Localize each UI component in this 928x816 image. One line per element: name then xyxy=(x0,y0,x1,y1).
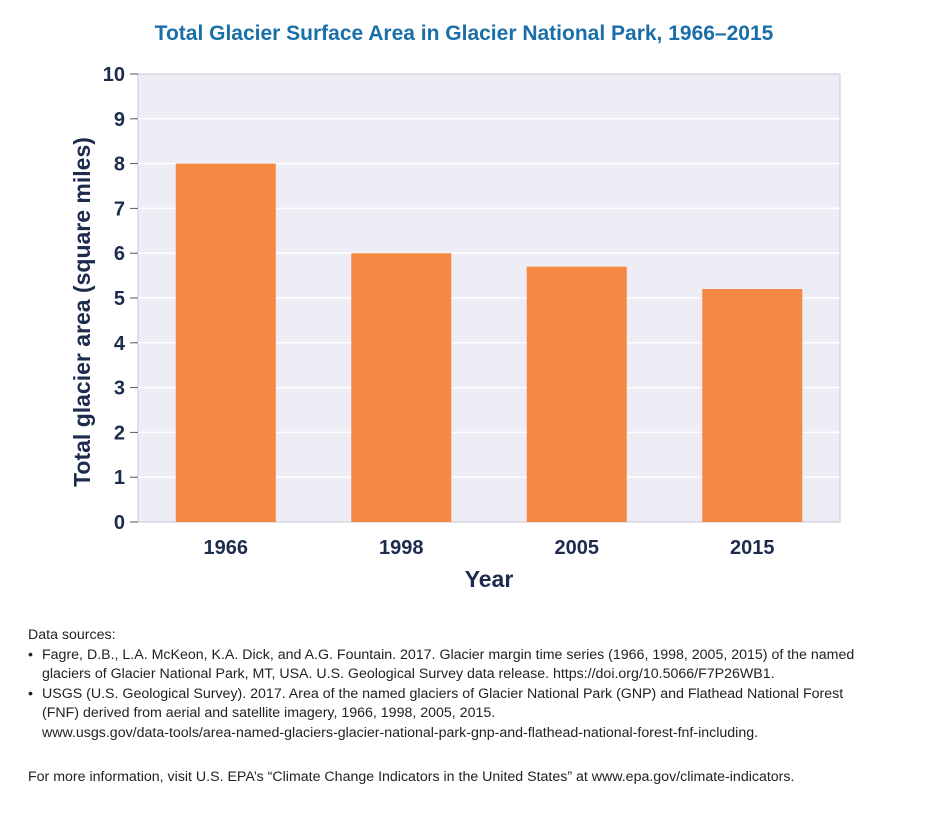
y-tick-label: 0 xyxy=(114,512,125,534)
y-tick-label: 8 xyxy=(114,154,125,176)
source-line: USGS (U.S. Geological Survey). 2017. Are… xyxy=(42,685,844,702)
y-tick-label: 2 xyxy=(114,422,125,444)
source-item: • Fagre, D.B., L.A. McKeon, K.A. Dick, a… xyxy=(28,646,908,685)
bar xyxy=(526,266,627,522)
x-tick-label: 2005 xyxy=(555,537,600,559)
source-line: Fagre, D.B., L.A. McKeon, K.A. Dick, and… xyxy=(42,646,855,663)
data-sources: Data sources: • Fagre, D.B., L.A. McKeon… xyxy=(28,626,908,743)
y-tick-label: 6 xyxy=(114,243,125,265)
y-tick-label: 9 xyxy=(114,109,125,131)
source-line: glaciers of Glacier National Park, MT, U… xyxy=(42,666,775,682)
x-axis-title: Year xyxy=(465,566,514,592)
y-tick-label: 7 xyxy=(114,198,125,220)
bar xyxy=(175,163,276,522)
x-tick-label: 1966 xyxy=(204,537,249,559)
sources-heading: Data sources: xyxy=(28,627,116,643)
more-info-note: For more information, visit U.S. EPA’s “… xyxy=(28,769,795,785)
x-tick-label: 1998 xyxy=(379,537,424,559)
bullet-icon: • xyxy=(28,685,33,702)
source-line: www.usgs.gov/data-tools/area-named-glaci… xyxy=(42,724,759,741)
source-item: • USGS (U.S. Geological Survey). 2017. A… xyxy=(28,685,908,744)
source-line: (FNF) derived from aerial and satellite … xyxy=(42,705,496,721)
y-axis-title: Total glacier area (square miles) xyxy=(69,137,95,487)
chart-title: Total Glacier Surface Area in Glacier Na… xyxy=(154,22,774,45)
y-tick-label: 4 xyxy=(114,333,126,355)
y-tick-label: 1 xyxy=(114,467,125,489)
y-tick-label: 5 xyxy=(114,288,125,310)
bar xyxy=(351,253,452,522)
bullet-icon: • xyxy=(28,646,33,663)
x-tick-label: 2015 xyxy=(730,537,775,559)
y-tick-label: 10 xyxy=(103,64,125,86)
y-tick-label: 3 xyxy=(114,378,125,400)
bar-chart: 0 1 2 3 4 5 6 7 8 9 10 1966 1998 2005 2015 Year Total gl… xyxy=(69,64,841,592)
bar xyxy=(702,289,803,522)
